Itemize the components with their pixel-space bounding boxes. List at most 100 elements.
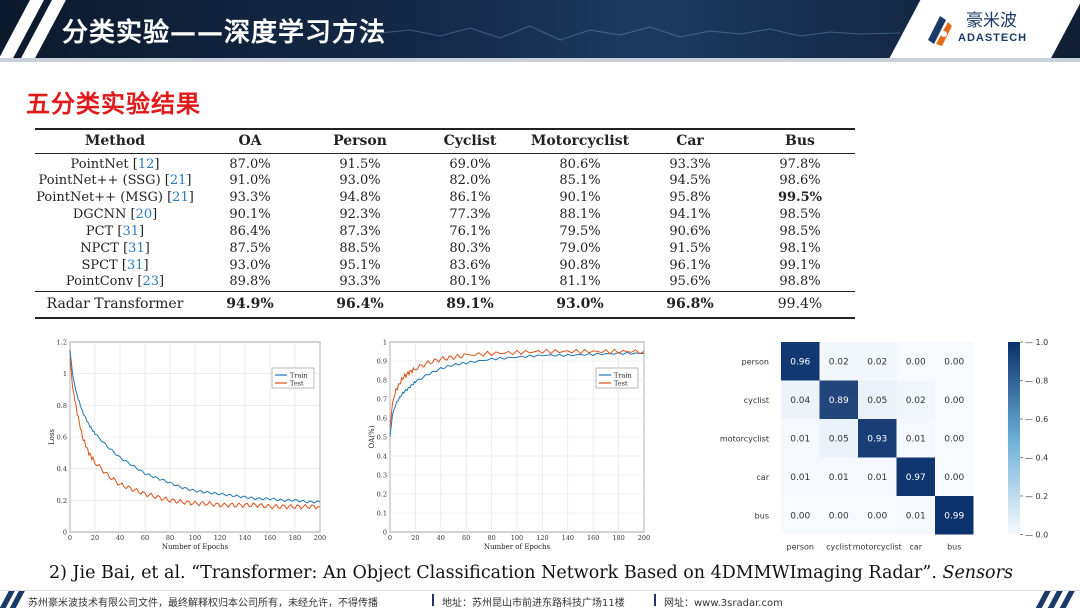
method-cell: PointNet++ (MSG) [21] — [36, 189, 194, 205]
cell-value: 0.05 — [829, 434, 849, 444]
y-tick-label: 0.8 — [377, 377, 387, 385]
heatmap-cell — [896, 419, 935, 458]
series-line-test — [389, 348, 645, 428]
y-tick-label: 0.5 — [377, 434, 387, 442]
table-row: DGCNN [20] 90.1% 92.3% 77.3% 88.1% 94.1% 98.5% — [35, 206, 855, 223]
value-cell: 98.5% — [779, 223, 821, 239]
heatmap-cell — [935, 457, 974, 496]
x-tick-label: 100 — [511, 534, 523, 542]
colorbar-tick-label: — 0.8 — [1025, 377, 1048, 386]
y-tick-label: 0.2 — [57, 497, 67, 505]
y-tick-label: 0.7 — [377, 396, 387, 404]
value-cell: 80.3% — [449, 240, 491, 256]
logo-english-name: ADASTECH — [958, 32, 1028, 44]
method-name: PointConv — [65, 273, 134, 289]
table-row-radar-transformer: Radar Transformer 94.9% 96.4% 89.1% 93.0% 96.… — [35, 290, 855, 319]
reference-link[interactable]: 20 — [135, 206, 153, 222]
cell-value: 0.00 — [906, 357, 926, 367]
column-label: person — [787, 543, 814, 552]
x-tick-label: 140 — [562, 534, 574, 542]
reference-link[interactable]: 23 — [142, 273, 159, 289]
cell-value: 0.01 — [906, 511, 926, 521]
reference-link[interactable]: 31 — [126, 257, 144, 273]
heatmap-cell — [781, 380, 820, 419]
logo-chinese-name: 豪米波 — [966, 11, 1017, 31]
table-row: PointNet [12] 87.0% 91.5% 69.0% 80.6% 93.3% 97… — [35, 153, 855, 172]
reference-link[interactable]: 12 — [137, 156, 155, 172]
cell-value: 0.97 — [906, 473, 926, 483]
x-tick-label: 20 — [91, 534, 99, 542]
cell-value: 0.04 — [790, 396, 810, 406]
column-label: bus — [947, 543, 961, 552]
heatmap-cell — [935, 380, 974, 419]
column-header: Motorcyclist — [525, 128, 635, 154]
value-cell: 93.0% — [229, 257, 271, 273]
x-tick-label: 100 — [189, 534, 201, 542]
value-cell: 87.0% — [229, 156, 271, 172]
value-cell: 88.5% — [339, 240, 381, 256]
colorbar-tick-label: — 1.0 — [1025, 338, 1048, 347]
heatmap-cell — [819, 496, 858, 535]
reference-link[interactable]: 21 — [169, 172, 187, 188]
value-cell: 93.0% — [525, 290, 635, 319]
y-tick-label: 0.9 — [377, 358, 387, 366]
method-cell: PointNet++ (SSG) [21] — [38, 172, 192, 188]
row-label: bus — [755, 511, 769, 520]
heatmap-cell — [858, 380, 897, 419]
value-cell: 94.5% — [669, 172, 711, 188]
x-tick-label: 60 — [462, 534, 470, 542]
value-cell: 88.1% — [559, 206, 601, 222]
x-tick-label: 80 — [166, 534, 174, 542]
x-tick-label: 40 — [116, 534, 124, 542]
section-title: 五分类实验结果 — [26, 90, 201, 118]
series-line-train — [69, 349, 321, 504]
footer-website: 网址：www.3sradar.com — [664, 598, 783, 608]
value-cell: 93.3% — [339, 273, 381, 289]
value-cell: 98.5% — [779, 206, 821, 222]
heatmap-cell — [781, 457, 820, 496]
value-cell: 96.1% — [669, 257, 711, 273]
x-tick-label: 0 — [388, 534, 392, 542]
value-cell: 87.3% — [339, 223, 381, 239]
value-cell: 90.6% — [669, 223, 711, 239]
row-label: cyclist — [744, 396, 769, 405]
column-header: OA — [195, 128, 305, 154]
column-label: cyclist — [826, 543, 851, 552]
y-tick-label: 0.4 — [377, 453, 387, 461]
table-row: PointNet++ (MSG) [21] 93.3% 94.8% 86.1% 90.1… — [35, 189, 855, 206]
value-cell: 99.5% — [777, 189, 822, 205]
footer-separator — [432, 594, 434, 606]
y-tick-label: 0.8 — [57, 402, 67, 410]
cell-value: 0.00 — [944, 434, 964, 444]
y-tick-label: 0.1 — [377, 510, 387, 518]
y-axis-label: OA(%) — [368, 425, 376, 448]
value-cell: 77.3% — [449, 206, 491, 222]
series-line-train — [389, 351, 645, 438]
footer: 苏州豪米波技术有限公司文件，最终解释权归本公司所有，未经允许，不得传播 地址：苏… — [0, 590, 1080, 608]
method-name: PointNet — [70, 156, 129, 172]
header-divider — [0, 58, 1080, 62]
value-cell: 91.5% — [339, 156, 381, 172]
cell-value: 0.00 — [790, 511, 810, 521]
value-cell: 90.8% — [559, 257, 601, 273]
x-tick-label: 200 — [638, 534, 650, 542]
colorbar — [1008, 342, 1020, 535]
x-axis-label: Number of Epochs — [484, 543, 551, 551]
confusion-matrix-svg: 0.96 0.02 0.02 0.00 0.00 person 0.04 0.89 0.05 0.… — [720, 338, 1048, 552]
heatmap-cell — [935, 342, 974, 381]
heatmap-cell — [858, 496, 897, 535]
heatmap-cell — [935, 419, 974, 458]
y-tick-label: 0 — [63, 529, 67, 537]
column-header: Person — [305, 128, 415, 154]
value-cell: 95.6% — [669, 273, 711, 289]
x-tick-label: 120 — [214, 534, 226, 542]
heatmap-cell — [819, 342, 858, 381]
reference-link[interactable]: 21 — [172, 189, 189, 205]
heatmap-cell — [858, 342, 897, 381]
legend-label: Test — [290, 380, 304, 388]
cell-value: 0.02 — [867, 357, 887, 367]
reference-link[interactable]: 31 — [122, 223, 140, 239]
cell-value: 0.01 — [829, 473, 849, 483]
reference-link[interactable]: 31 — [128, 240, 145, 256]
value-cell: 91.5% — [669, 240, 711, 256]
